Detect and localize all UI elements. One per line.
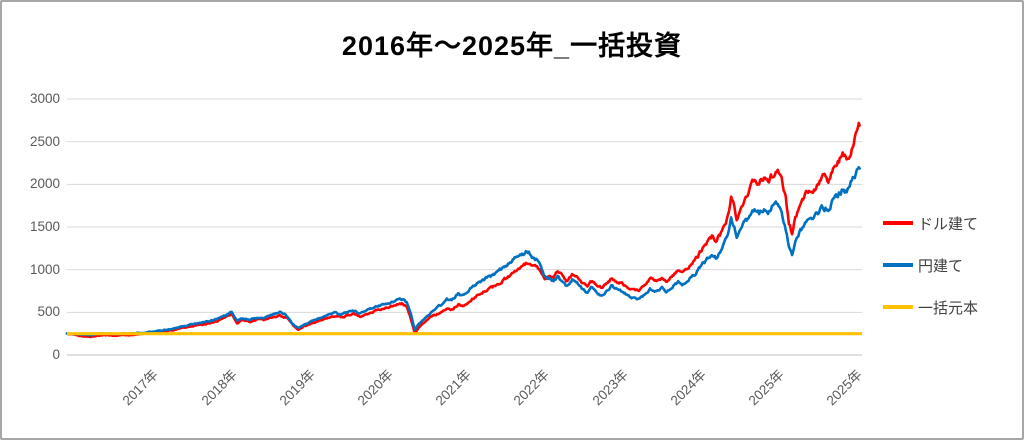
legend-item-usd: ドル建て [883, 210, 978, 236]
legend: ドル建て 円建て 一括元本 [883, 210, 978, 320]
y-tick-label-3000: 3000 [29, 91, 60, 106]
legend-line-swatch-jpy [883, 263, 913, 267]
series-line-usd [65, 121, 861, 339]
series-line-jpy [65, 166, 861, 337]
chart-title: 2016年～2025年_一括投資 [341, 31, 683, 61]
legend-item-principal: 一括元本 [883, 294, 978, 320]
legend-label-jpy: 円建て [918, 257, 964, 275]
legend-line-swatch-principal [883, 305, 913, 309]
y-tick-label-2000: 2000 [29, 176, 60, 192]
legend-line-swatch-usd [883, 221, 913, 225]
y-tick-label-1000: 1000 [29, 261, 60, 277]
legend-item-jpy: 円建て [883, 252, 978, 278]
legend-label-principal: 一括元本 [918, 299, 979, 317]
y-tick-label-1500: 1500 [29, 219, 60, 234]
y-tick-label-500: 500 [37, 304, 60, 320]
y-tick-label-2500: 2500 [29, 133, 60, 149]
y-tick-label-0: 0 [52, 347, 60, 362]
legend-label-usd: ドル建て [918, 215, 979, 233]
